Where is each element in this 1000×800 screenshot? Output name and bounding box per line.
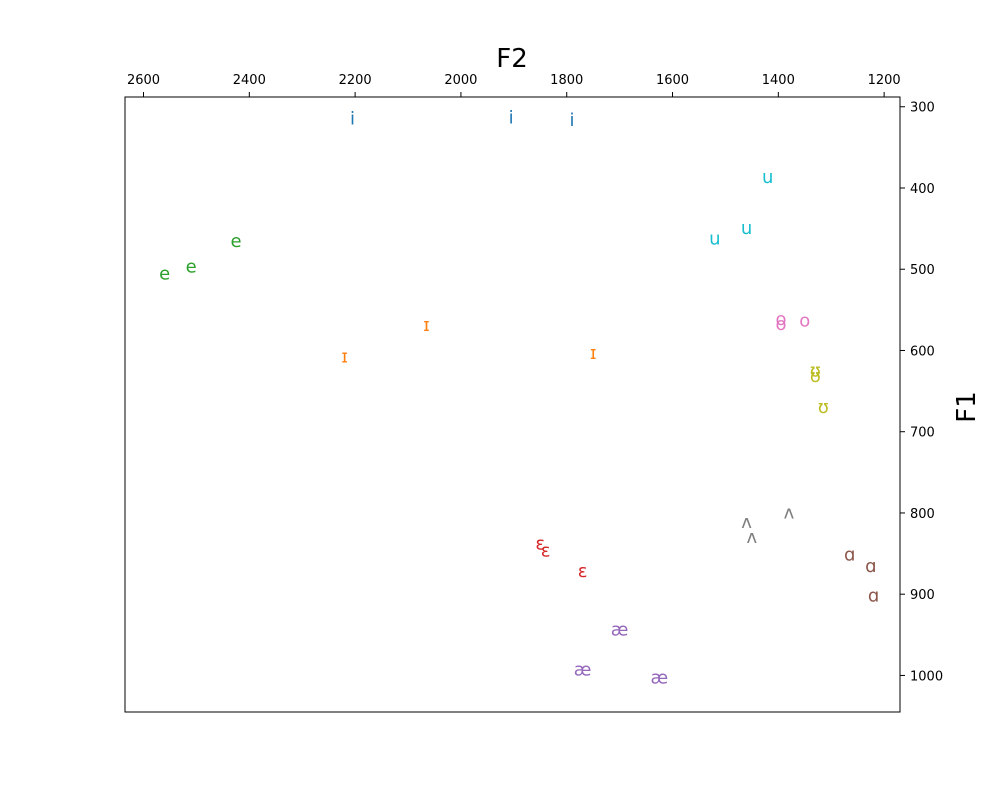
y-tick-label: 300 — [910, 101, 935, 116]
x-axis-ticks: 2600 2400 2200 2000 1800 1600 1400 1200 — [127, 73, 901, 97]
plot-area-frame — [124, 96, 901, 713]
x-tick-label: 2000 — [444, 73, 477, 88]
x-tick-label: 1800 — [550, 73, 583, 88]
vowel-point: ɪ — [423, 315, 430, 336]
vowel-point: e — [231, 231, 242, 252]
x-tick-label: 1600 — [656, 73, 689, 88]
vowel-point: ɛ — [541, 541, 551, 562]
y-tick-label: 900 — [910, 588, 935, 603]
x-tick-label: 2400 — [233, 73, 266, 88]
vowel-point: u — [709, 229, 720, 250]
vowel-point: æ — [650, 667, 668, 688]
vowel-point: ɑ — [865, 556, 876, 577]
vowel-point: i — [350, 108, 355, 129]
x-axis-title: F2 — [496, 44, 528, 74]
vowel-point: o — [799, 311, 810, 332]
vowel-point: ɛ — [535, 533, 545, 554]
x-tick-label: 1200 — [868, 73, 901, 88]
vowel-point: o — [775, 314, 786, 335]
vowel-point: æ — [574, 659, 592, 680]
x-tick-label: 1400 — [762, 73, 795, 88]
y-tick-label: 700 — [910, 426, 935, 441]
y-axis-title: F1 — [952, 391, 982, 423]
y-tick-label: 400 — [910, 182, 935, 197]
vowel-point: e — [159, 264, 170, 285]
vowel-point: ʊ — [810, 360, 821, 381]
vowel-point: o — [775, 309, 786, 330]
y-axis-ticks: 300 400 500 600 700 800 900 1000 — [900, 101, 943, 684]
y-tick-label: 1000 — [910, 669, 943, 684]
vowel-point: ɪ — [590, 343, 597, 364]
vowel-point: e — [186, 256, 197, 277]
y-tick-label: 600 — [910, 344, 935, 359]
vowel-point: ɑ — [868, 585, 879, 606]
vowel-point: æ — [611, 619, 629, 640]
vowel-point: u — [762, 167, 773, 188]
vowel-point: ʌ — [784, 502, 795, 523]
vowel-point: ɛ — [578, 561, 588, 582]
vowel-point: ɪ — [341, 346, 348, 367]
vowel-point: ʊ — [818, 397, 829, 418]
vowel-point: ʌ — [741, 512, 752, 533]
x-tick-label: 2600 — [127, 73, 160, 88]
vowel-point: ɑ — [844, 545, 855, 566]
y-tick-label: 500 — [910, 263, 935, 278]
vowel-point: i — [509, 108, 514, 129]
vowel-point: u — [741, 218, 752, 239]
vowel-point: ʌ — [747, 527, 758, 548]
x-tick-label: 2200 — [339, 73, 372, 88]
vowel-point: i — [570, 110, 575, 131]
vowel-point: ʊ — [810, 366, 821, 387]
y-tick-label: 800 — [910, 507, 935, 522]
